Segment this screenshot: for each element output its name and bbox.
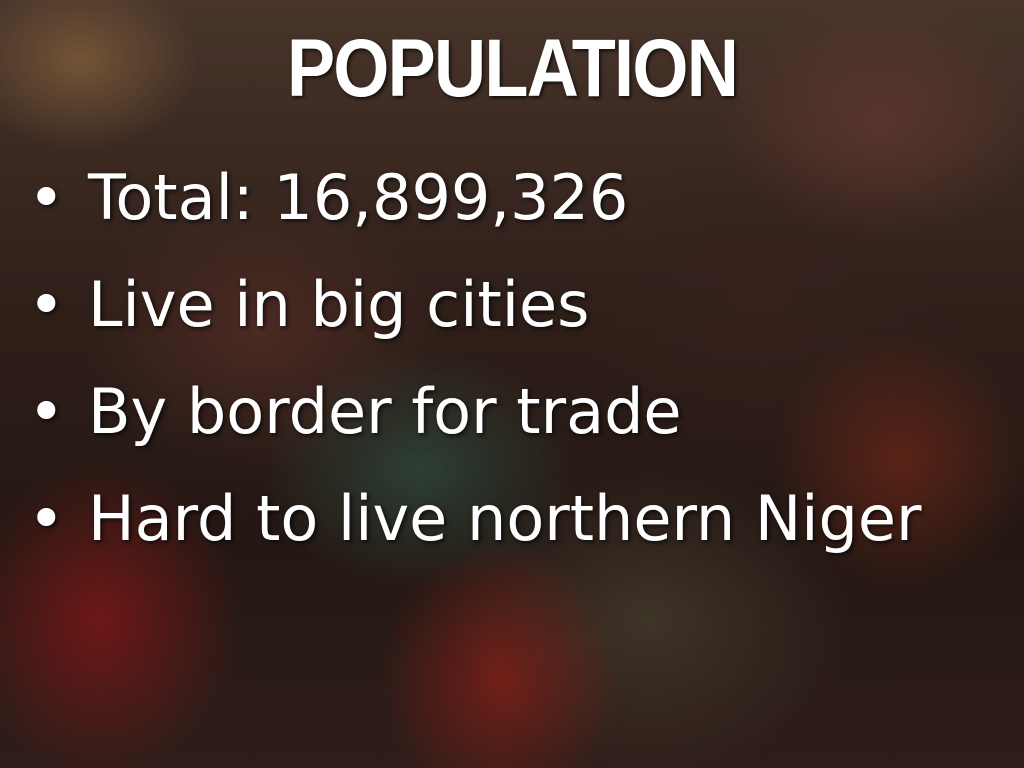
bullet-dot: • [28, 268, 65, 341]
bullet-dot: • [28, 482, 65, 555]
bullet-item: • Live in big cities [28, 265, 922, 372]
bullet-text: Total: 16,899,326 [88, 161, 629, 234]
bullet-text: Live in big cities [88, 268, 590, 341]
slide-title: POPULATION [286, 23, 739, 114]
bullet-text: By border for trade [88, 375, 682, 448]
bullet-item: • Hard to live northern Niger [28, 479, 922, 586]
bullet-item: • By border for trade [28, 372, 922, 479]
bullet-item: • Total: 16,899,326 [28, 158, 922, 265]
bullet-dot: • [28, 161, 65, 234]
bullet-text: Hard to live northern Niger [88, 482, 922, 555]
bullet-dot: • [28, 375, 65, 448]
bullet-list: • Total: 16,899,326 • Live in big cities •… [28, 158, 922, 586]
